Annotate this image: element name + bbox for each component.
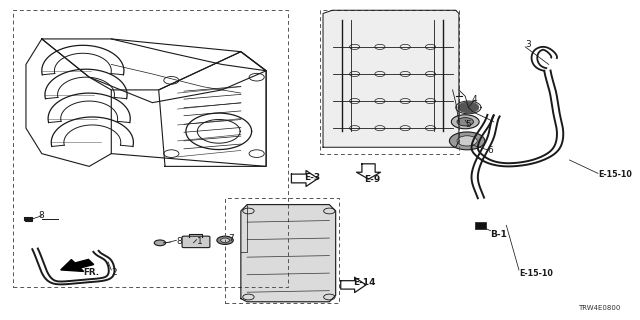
Circle shape (457, 136, 477, 146)
Polygon shape (241, 204, 335, 302)
Text: 8: 8 (38, 211, 44, 220)
Bar (25, 218, 32, 221)
FancyArrow shape (61, 260, 93, 271)
Text: 5: 5 (465, 120, 471, 130)
Text: E-3: E-3 (304, 173, 320, 182)
Text: 1: 1 (196, 237, 202, 246)
Text: 3: 3 (525, 40, 531, 49)
Text: TRW4E0800: TRW4E0800 (578, 305, 620, 311)
Text: 6: 6 (487, 146, 493, 155)
Text: 2: 2 (111, 268, 117, 277)
Bar (475, 222, 486, 228)
FancyBboxPatch shape (182, 236, 210, 248)
Text: E-15-10: E-15-10 (519, 268, 553, 278)
Circle shape (217, 236, 233, 244)
Circle shape (221, 238, 230, 243)
Circle shape (451, 115, 479, 129)
Circle shape (449, 132, 485, 150)
Text: 8: 8 (177, 237, 182, 246)
Polygon shape (458, 102, 479, 113)
Text: E-15-10: E-15-10 (598, 170, 632, 179)
Text: 7: 7 (228, 234, 234, 243)
Text: 4: 4 (472, 95, 477, 104)
Circle shape (154, 240, 166, 246)
Text: E-14: E-14 (353, 278, 376, 287)
Text: FR.: FR. (83, 268, 99, 277)
Text: E-9: E-9 (364, 175, 380, 184)
Polygon shape (323, 10, 459, 147)
Circle shape (457, 118, 474, 126)
Text: B-1: B-1 (490, 230, 508, 239)
